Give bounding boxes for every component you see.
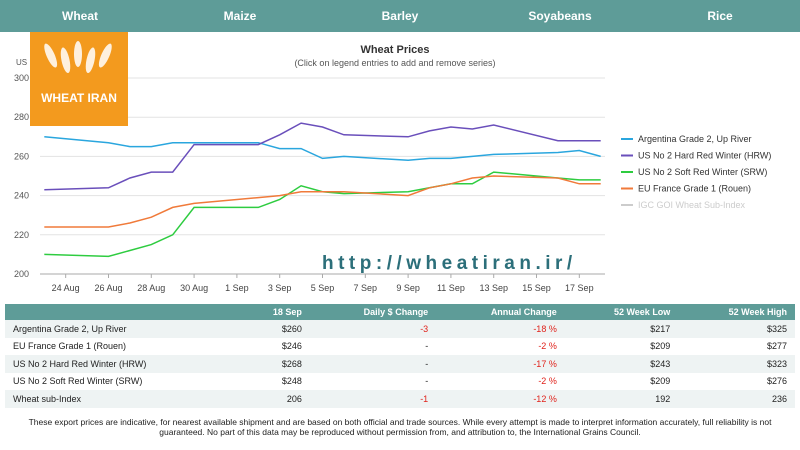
chart: Wheat Prices (Click on legend entries to… <box>14 32 771 293</box>
table-row: EU France Grade 1 (Rouen) $246 - -2 % $209 $2… <box>5 338 795 356</box>
logo-wheat <box>44 43 58 68</box>
tab[interactable]: Wheat <box>62 9 98 23</box>
tab-bar: Wheat Maize Barley Soyabeans Rice <box>0 0 800 32</box>
legend-label: Argentina Grade 2, Up River <box>638 134 752 144</box>
y-tick-label: 260 <box>14 151 29 161</box>
table-row: US No 2 Soft Red Winter (SRW) $248 - -2 % $2… <box>5 373 795 391</box>
tab[interactable]: Maize <box>223 9 257 23</box>
logo-wheat <box>98 43 112 68</box>
y-tick-label: 280 <box>14 112 29 122</box>
table-cell: 192 <box>564 390 679 408</box>
table-cell: -1 <box>309 390 437 408</box>
logo-wheat <box>60 47 71 74</box>
logo-wheat <box>85 47 96 74</box>
table-cell: $248 <box>281 376 302 387</box>
y-tick-label: 220 <box>14 230 29 240</box>
table-cell: - <box>425 341 429 352</box>
y-tick-label: 300 <box>14 73 29 83</box>
y-axis-label: US <box>16 58 27 67</box>
table-cell: Wheat sub-Index <box>5 390 240 408</box>
price-table: 18 Sep Daily $ Change Annual Change 52 Week… <box>5 304 795 408</box>
table-cell: -3 <box>309 320 437 338</box>
legend-item[interactable]: IGC GOI Wheat Sub-Index <box>621 200 746 210</box>
x-tick-label: 7 Sep <box>354 283 378 293</box>
legend-label: US No 2 Hard Red Winter (HRW) <box>638 151 771 161</box>
table-cell: EU France Grade 1 (Rouen) <box>13 341 127 352</box>
table-cell: $276 <box>766 376 787 387</box>
x-tick-label: 24 Aug <box>52 283 80 293</box>
y-tick-label: 200 <box>14 269 29 279</box>
y-tick-label: 240 <box>14 191 29 201</box>
table-cell: US No 2 Soft Red Winter (SRW) <box>13 376 143 387</box>
x-tick-label: 3 Sep <box>268 283 292 293</box>
table-cell: $217 <box>564 320 679 338</box>
table-cell: $260 <box>239 320 310 338</box>
header-cell: 18 Sep <box>239 304 310 320</box>
table-cell: $243 <box>564 355 679 373</box>
x-tick-label: 13 Sep <box>479 283 508 293</box>
legend-label: EU France Grade 1 (Rouen) <box>638 184 751 194</box>
table-cell: Argentina Grade 2, Up River <box>5 320 240 338</box>
legend-item[interactable]: Argentina Grade 2, Up River <box>621 134 752 144</box>
table-cell: 206 <box>239 390 310 408</box>
chart-title: Wheat Prices <box>360 44 429 56</box>
table-cell: US No 2 Hard Red Winter (HRW) <box>5 355 240 373</box>
legend-item[interactable]: EU France Grade 1 (Rouen) <box>621 184 751 194</box>
table-row: US No 2 Hard Red Winter (HRW) $268- -17 % $… <box>5 355 795 373</box>
tab[interactable]: Barley <box>381 9 419 23</box>
table-cell: -12 % <box>436 390 565 408</box>
header-cell: 52 Week Low <box>564 304 679 320</box>
disclaimer: These export prices are indicative, for … <box>28 417 772 437</box>
table-cell: $246 <box>281 341 302 352</box>
table-cell: $209 <box>650 341 671 352</box>
header-cell <box>5 304 240 320</box>
series-line <box>44 171 601 258</box>
table-cell: - <box>425 376 429 387</box>
legend-label: IGC GOI Wheat Sub-Index <box>638 200 746 210</box>
legend-item[interactable]: US No 2 Hard Red Winter (HRW) <box>621 151 771 161</box>
legend-item[interactable]: US No 2 Soft Red Winter (SRW) <box>621 167 767 177</box>
x-tick-label: 15 Sep <box>522 283 551 293</box>
table-cell: $325 <box>678 320 795 338</box>
x-tick-label: 17 Sep <box>565 283 594 293</box>
table-cell: -18 % <box>436 320 565 338</box>
header-row: 18 Sep Daily $ Change Annual Change 52 Week… <box>5 304 795 320</box>
header-cell: Daily $ Change <box>309 304 437 320</box>
table-row: Wheat sub-Index 206 -1 -12 % 192 236 <box>5 390 795 408</box>
table-cell: -2 % <box>538 376 557 387</box>
table-cell: $323 <box>678 355 795 373</box>
legend-label: US No 2 Soft Red Winter (SRW) <box>638 167 767 177</box>
series-line <box>44 136 601 162</box>
series-line <box>44 175 601 228</box>
table-cell: $209 <box>650 376 671 387</box>
x-tick-label: 30 Aug <box>180 283 208 293</box>
watermark: http://wheatiran.ir/ <box>322 253 577 274</box>
header-cell: Annual Change <box>436 304 565 320</box>
logo-wheat <box>74 41 82 67</box>
table-cell: $268 <box>239 355 310 373</box>
header-cell: 52 Week High <box>678 304 795 320</box>
x-tick-label: 9 Sep <box>396 283 420 293</box>
x-tick-label: 26 Aug <box>94 283 122 293</box>
x-tick-label: 11 Sep <box>437 283 465 293</box>
table-cell: - <box>309 355 437 373</box>
table-cell: 236 <box>678 390 795 408</box>
x-tick-label: 28 Aug <box>137 283 165 293</box>
table-cell: -17 % <box>436 355 565 373</box>
table-cell: $277 <box>766 341 787 352</box>
tab[interactable]: Soyabeans <box>528 9 592 23</box>
x-tick-label: 1 Sep <box>225 283 249 293</box>
logo-title: WHEAT IRAN <box>41 91 117 105</box>
table-row: Argentina Grade 2, Up River $260 -3 -18 % $2… <box>5 320 795 338</box>
tab[interactable]: Rice <box>707 9 733 23</box>
table-cell: -2 % <box>538 341 557 352</box>
x-tick-label: 5 Sep <box>311 283 335 293</box>
chart-subtitle: (Click on legend entries to add and remo… <box>294 58 495 68</box>
series-line <box>44 122 601 191</box>
